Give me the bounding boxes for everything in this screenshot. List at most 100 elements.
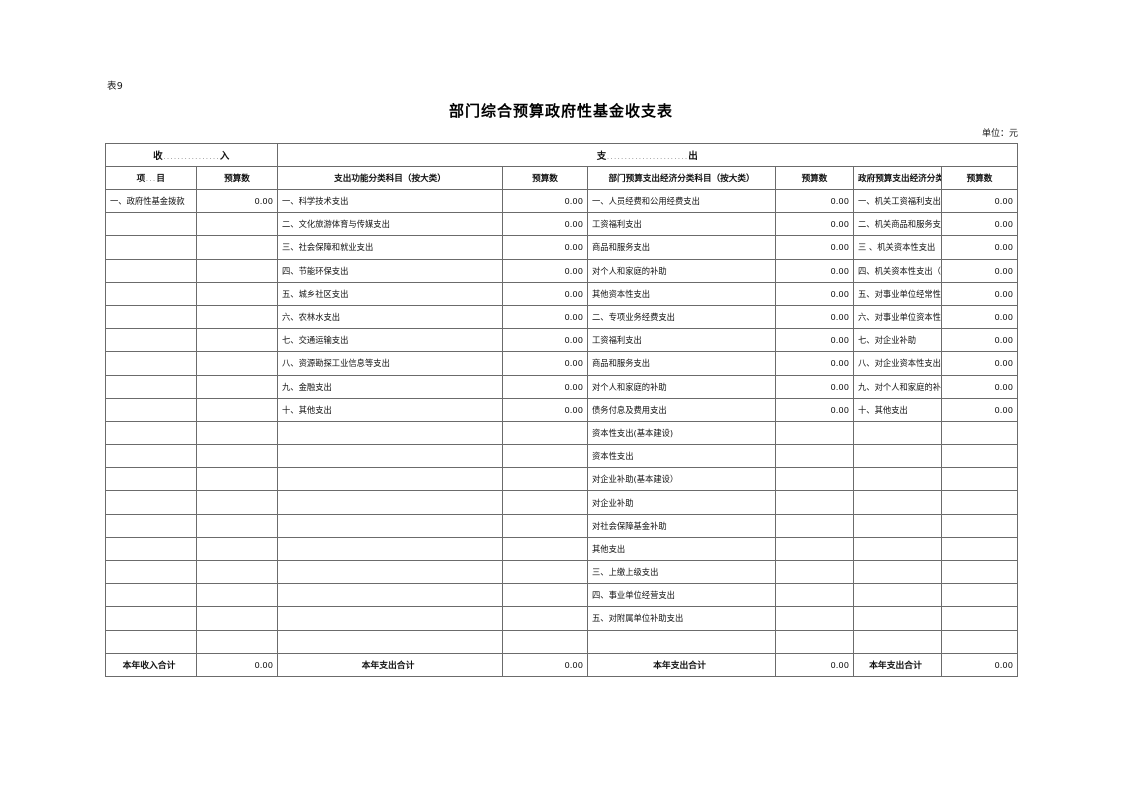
cell-function-value	[502, 629, 588, 654]
cell-dept-value	[775, 420, 854, 446]
cell-dept-item: 对社会保障基金补助	[587, 513, 776, 538]
cell-dept-item: 商品和服务支出	[587, 351, 776, 376]
cell-income-item	[105, 351, 197, 376]
table-row: 五、对附属单位补助支出	[105, 606, 1018, 631]
cell-function-value: 0.00	[502, 235, 588, 260]
table-row: 对企业补助(基本建设）	[105, 467, 1018, 492]
cell-function-item	[277, 420, 503, 446]
cell-income-value	[196, 629, 278, 654]
cell-gov-item: 八、对企业资本性支出	[853, 351, 942, 376]
group-header-expense-end: 出	[688, 151, 699, 162]
cell-function-value	[502, 536, 588, 562]
cell-function-item	[277, 490, 503, 515]
cell-income-value	[196, 583, 278, 608]
cell-gov-value: 0.00	[941, 281, 1018, 306]
cell-gov-item	[853, 490, 942, 515]
total-gov-value: 0.00	[941, 652, 1018, 677]
cell-dept-value: 0.00	[775, 374, 854, 399]
col-header-item-end: 目	[156, 174, 166, 184]
cell-dept-item: 三、上缴上级支出	[587, 559, 776, 585]
cell-dept-value	[775, 559, 854, 585]
cell-income-value	[196, 281, 278, 306]
cell-function-item: 八、资源勘探工业信息等支出	[277, 351, 503, 376]
cell-gov-item: 七、对企业补助	[853, 328, 942, 353]
cell-gov-value	[941, 583, 1018, 608]
cell-function-item	[277, 583, 503, 608]
cell-income-item	[105, 513, 197, 538]
cell-dept-item: 五、对附属单位补助支出	[587, 606, 776, 631]
cell-gov-item: 一、机关工资福利支出	[853, 188, 942, 214]
cell-function-value	[502, 444, 588, 469]
cell-dept-item: 工资福利支出	[587, 212, 776, 237]
cell-function-item: 七、交通运输支出	[277, 328, 503, 353]
cell-income-item	[105, 374, 197, 399]
group-header-income: 收................入	[105, 143, 278, 167]
cell-dept-item: 一、人员经费和公用经费支出	[587, 188, 776, 214]
cell-function-item	[277, 606, 503, 631]
cell-function-value	[502, 467, 588, 492]
group-header-expense-start: 支	[596, 151, 607, 162]
table-row: 六、农林水支出0.00二、专项业务经费支出0.00六、对事业单位资本性补助0.0…	[105, 304, 1018, 330]
cell-function-item	[277, 536, 503, 562]
col-header-budget-3: 预算数	[775, 166, 854, 190]
cell-dept-item: 资本性支出(基本建设)	[587, 420, 776, 446]
cell-gov-value	[941, 513, 1018, 538]
table-row: 七、交通运输支出 0.00 工资福利支出 0.00 七、对企业补助 0.00	[105, 328, 1018, 353]
cell-gov-item	[853, 629, 942, 654]
total-income-value: 0.00	[196, 652, 278, 677]
cell-income-value	[196, 374, 278, 399]
cell-dept-item: 其他支出	[587, 536, 776, 562]
cell-income-item	[105, 304, 197, 330]
total-income-label: 本年收入合计	[105, 652, 197, 677]
table-column-header-row: 项...目 预算数 支出功能分类科目（按大类） 预算数 部门预算支出经济分类科目…	[105, 166, 1018, 190]
total-gov-label: 本年支出合计	[853, 652, 942, 677]
table-row: 资本性支出(基本建设)	[105, 420, 1018, 446]
cell-income-value	[196, 420, 278, 446]
cell-function-item	[277, 559, 503, 585]
table-row	[105, 629, 1018, 654]
col-header-dept-econ: 部门预算支出经济分类科目（按大类）	[587, 166, 776, 190]
cell-gov-value: 0.00	[941, 304, 1018, 330]
dot-leader: .......................	[606, 152, 689, 161]
cell-gov-value	[941, 467, 1018, 492]
col-header-item-start: 项	[136, 174, 146, 184]
cell-income-item	[105, 467, 197, 492]
cell-function-value: 0.00	[502, 351, 588, 376]
table-row: 三、社会保障和就业支出 0.00 商品和服务支出 0.00 三 、机关资本性支出 0.00	[105, 235, 1018, 260]
cell-dept-value: 0.00	[775, 258, 854, 283]
table-row: 四、事业单位经营支出	[105, 583, 1018, 608]
cell-dept-value	[775, 606, 854, 631]
cell-income-value	[196, 351, 278, 376]
cell-gov-item: 六、对事业单位资本性补助	[853, 304, 942, 330]
table-row: 四、节能环保支出0.00对个人和家庭的补助0.00四、机关资本性支出（基本建设）…	[105, 258, 1018, 283]
cell-income-item	[105, 281, 197, 306]
cell-gov-item	[853, 420, 942, 446]
cell-gov-item: 十、其他支出	[853, 397, 942, 422]
cell-income-item: 一、政府性基金拨款	[105, 188, 197, 214]
cell-function-item: 六、农林水支出	[277, 304, 503, 330]
group-header-income-end: 入	[219, 151, 230, 162]
cell-gov-value	[941, 606, 1018, 631]
cell-income-item	[105, 235, 197, 260]
cell-dept-value	[775, 444, 854, 469]
total-dept-label: 本年支出合计	[587, 652, 776, 677]
cell-gov-item: 五、对事业单位经常性补助	[853, 281, 942, 306]
cell-dept-item: 其他资本性支出	[587, 281, 776, 306]
cell-dept-item: 商品和服务支出	[587, 235, 776, 260]
cell-dept-value	[775, 490, 854, 515]
cell-dept-item: 工资福利支出	[587, 328, 776, 353]
table-row: 对企业补助	[105, 490, 1018, 515]
cell-income-item	[105, 212, 197, 237]
table-row: 对社会保障基金补助	[105, 513, 1018, 538]
cell-dept-item: 二、专项业务经费支出	[587, 304, 776, 330]
cell-income-value	[196, 606, 278, 631]
cell-gov-value	[941, 536, 1018, 562]
cell-gov-item	[853, 444, 942, 469]
cell-income-value	[196, 467, 278, 492]
cell-gov-item	[853, 606, 942, 631]
cell-income-value	[196, 513, 278, 538]
cell-dept-item: 债务付息及费用支出	[587, 397, 776, 422]
cell-gov-item: 三 、机关资本性支出	[853, 235, 942, 260]
cell-dept-value: 0.00	[775, 235, 854, 260]
